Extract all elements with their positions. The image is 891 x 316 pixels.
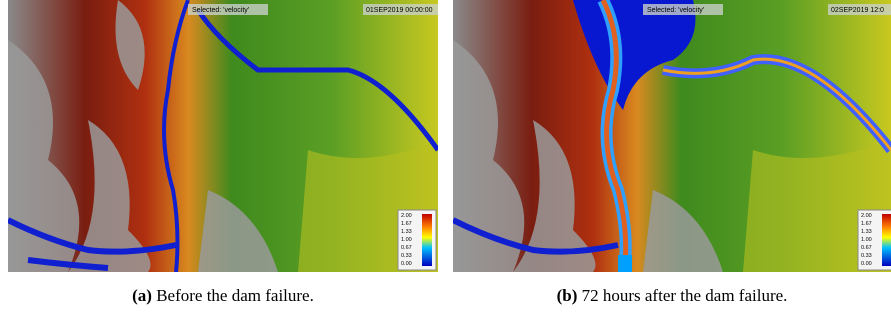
selected-label: Selected: 'velocity' [192, 7, 249, 14]
legend-label: 1.00 [861, 237, 872, 243]
caption-text: 72 hours after the dam failure. [582, 286, 788, 305]
timestamp: 01SEP2019 00:00:00 [366, 7, 433, 14]
legend-label: 2.00 [401, 213, 412, 219]
legend-label: 0.00 [401, 261, 412, 267]
caption-label: (b) [557, 286, 578, 305]
legend-label: 0.00 [861, 261, 872, 267]
caption-text: Before the dam failure. [156, 286, 314, 305]
legend-label: 1.33 [861, 229, 872, 235]
legend-label: 1.67 [401, 221, 412, 227]
legend-label: 0.33 [861, 253, 872, 259]
legend: 2.00 1.67 1.33 1.00 0.67 0.33 0.00 [858, 210, 891, 270]
map-panel-a: Selected: 'velocity' 01SEP2019 00:00:00 … [8, 0, 438, 272]
legend-label: 0.67 [861, 245, 872, 251]
legend-label: 1.67 [861, 221, 872, 227]
caption-a: (a) Before the dam failure. [8, 286, 438, 306]
legend-label: 1.33 [401, 229, 412, 235]
caption-b: (b) 72 hours after the dam failure. [453, 286, 891, 306]
caption-label: (a) [132, 286, 152, 305]
legend-label: 0.67 [401, 245, 412, 251]
selected-label: Selected: 'velocity' [647, 7, 704, 14]
legend-label: 2.00 [861, 213, 872, 219]
legend-label: 0.33 [401, 253, 412, 259]
map-panel-b: Selected: 'velocity' 02SEP2019 12:0 2.00… [453, 0, 891, 272]
figure: Selected: 'velocity' 01SEP2019 00:00:00 … [0, 0, 891, 316]
legend-label: 1.00 [401, 237, 412, 243]
legend: 2.00 1.67 1.33 1.00 0.67 0.33 0.00 [398, 210, 436, 270]
timestamp: 02SEP2019 12:0 [831, 7, 884, 14]
